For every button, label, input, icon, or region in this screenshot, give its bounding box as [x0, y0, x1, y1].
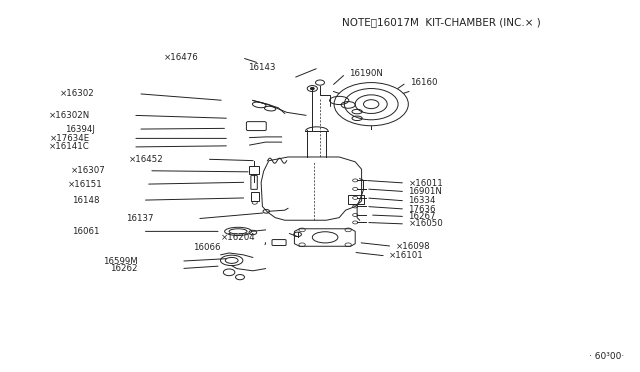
Text: 16137: 16137 [126, 214, 154, 223]
Text: ×16307: ×16307 [71, 166, 106, 175]
Circle shape [310, 87, 314, 90]
Text: ×16011: ×16011 [408, 179, 443, 187]
Text: 16901N: 16901N [408, 187, 442, 196]
Text: 16148: 16148 [72, 196, 99, 205]
Text: ×16098: ×16098 [396, 242, 430, 251]
Text: ×16204: ×16204 [221, 233, 256, 242]
Text: ×16101: ×16101 [389, 251, 424, 260]
Text: 16394J: 16394J [65, 125, 95, 134]
Text: 16599M: 16599M [103, 257, 138, 266]
Text: 16190N: 16190N [349, 69, 383, 78]
Text: 17636: 17636 [408, 205, 436, 214]
Text: 16061: 16061 [72, 227, 99, 236]
Text: 16262: 16262 [110, 264, 138, 273]
Text: ×16452: ×16452 [129, 155, 163, 164]
Text: ×16302: ×16302 [60, 89, 95, 98]
Text: ×16050: ×16050 [408, 219, 443, 228]
Text: 16334: 16334 [408, 196, 436, 205]
Text: · 60³00·: · 60³00· [589, 352, 624, 361]
Text: 16066: 16066 [193, 243, 221, 252]
Text: 16267: 16267 [408, 212, 436, 221]
Text: 16160: 16160 [410, 78, 437, 87]
Text: 16143: 16143 [248, 63, 275, 72]
Text: NOTE、16017M  KIT-CHAMBER (INC.× ): NOTE、16017M KIT-CHAMBER (INC.× ) [342, 17, 541, 27]
Text: ×16476: ×16476 [164, 53, 198, 62]
Text: ×17634E: ×17634E [49, 134, 90, 143]
Text: ×16302N: ×16302N [49, 111, 90, 120]
Text: ×16141C: ×16141C [49, 142, 90, 151]
Text: ×16151: ×16151 [68, 180, 102, 189]
